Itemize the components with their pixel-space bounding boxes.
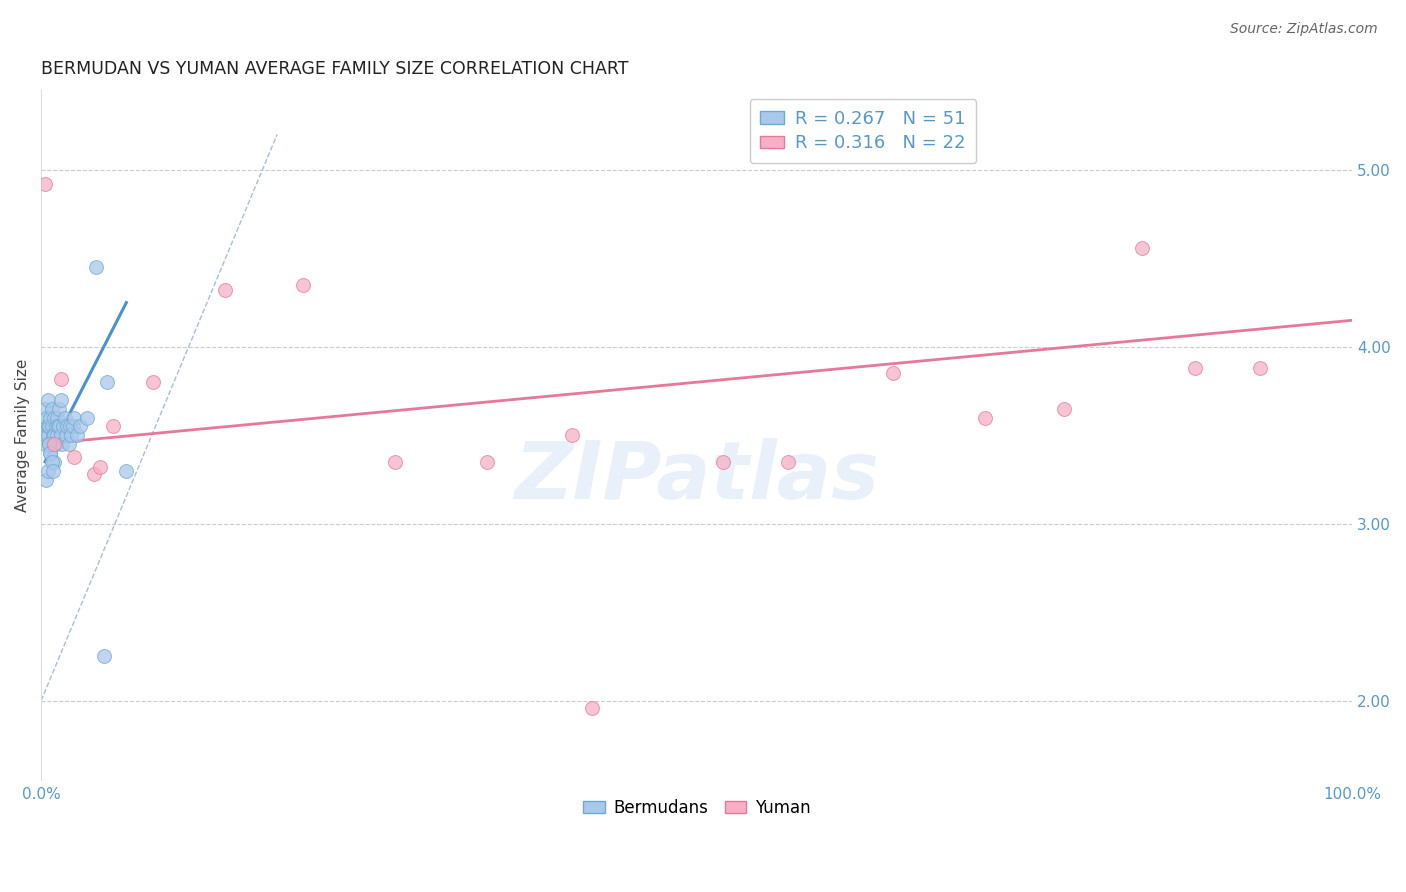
Point [37,392,59,407]
Legend: Bermudans, Yuman: Bermudans, Yuman [576,792,817,823]
Point [384,455,406,469]
Point [45,410,67,425]
Point [561,428,583,442]
Point [35,428,58,442]
Y-axis label: Average Family Size: Average Family Size [15,359,30,512]
Point [48,401,70,416]
Point [711,455,734,469]
Point [41,401,63,416]
Point [44,437,66,451]
Point [65,428,87,442]
Point [56,419,79,434]
Point [115,464,138,478]
Point [778,455,800,469]
Point [41,419,63,434]
Text: Source: ZipAtlas.com: Source: ZipAtlas.com [1230,22,1378,37]
Point [58,437,80,451]
Point [42,428,65,442]
Point [62,419,84,434]
Point [44,437,66,451]
Point [51,437,73,451]
Point [63,410,86,425]
Point [60,428,83,442]
Point [44,455,66,469]
Point [292,277,315,292]
Point [475,455,498,469]
Point [52,419,75,434]
Point [41,455,63,469]
Point [34,437,56,451]
Point [63,450,86,464]
Point [1250,361,1272,376]
Point [39,446,62,460]
Point [39,410,62,425]
Point [882,367,904,381]
Point [34,177,56,191]
Point [48,419,70,434]
Point [35,473,58,487]
Point [44,410,66,425]
Point [38,419,60,434]
Point [69,419,91,434]
Point [59,419,82,434]
Text: ZIPatlas: ZIPatlas [515,438,879,516]
Point [974,410,997,425]
Point [49,428,72,442]
Point [42,437,65,451]
Point [103,419,125,434]
Point [55,428,77,442]
Point [53,410,76,425]
Point [39,446,62,460]
Point [49,372,72,386]
Point [93,649,115,664]
Point [37,419,59,434]
Point [142,375,165,389]
Point [45,428,67,442]
Point [32,419,55,434]
Point [1132,241,1154,255]
Point [38,437,60,451]
Point [44,428,66,442]
Point [214,283,236,297]
Point [34,401,56,416]
Point [46,419,69,434]
Point [49,392,72,407]
Point [83,467,105,482]
Point [89,460,111,475]
Point [42,464,65,478]
Point [96,375,118,389]
Point [84,260,107,275]
Point [76,410,98,425]
Point [581,700,603,714]
Point [37,464,59,478]
Text: BERMUDAN VS YUMAN AVERAGE FAMILY SIZE CORRELATION CHART: BERMUDAN VS YUMAN AVERAGE FAMILY SIZE CO… [41,60,628,78]
Point [1053,401,1076,416]
Point [44,419,66,434]
Point [35,410,58,425]
Point [37,428,59,442]
Point [38,437,60,451]
Point [1184,361,1206,376]
